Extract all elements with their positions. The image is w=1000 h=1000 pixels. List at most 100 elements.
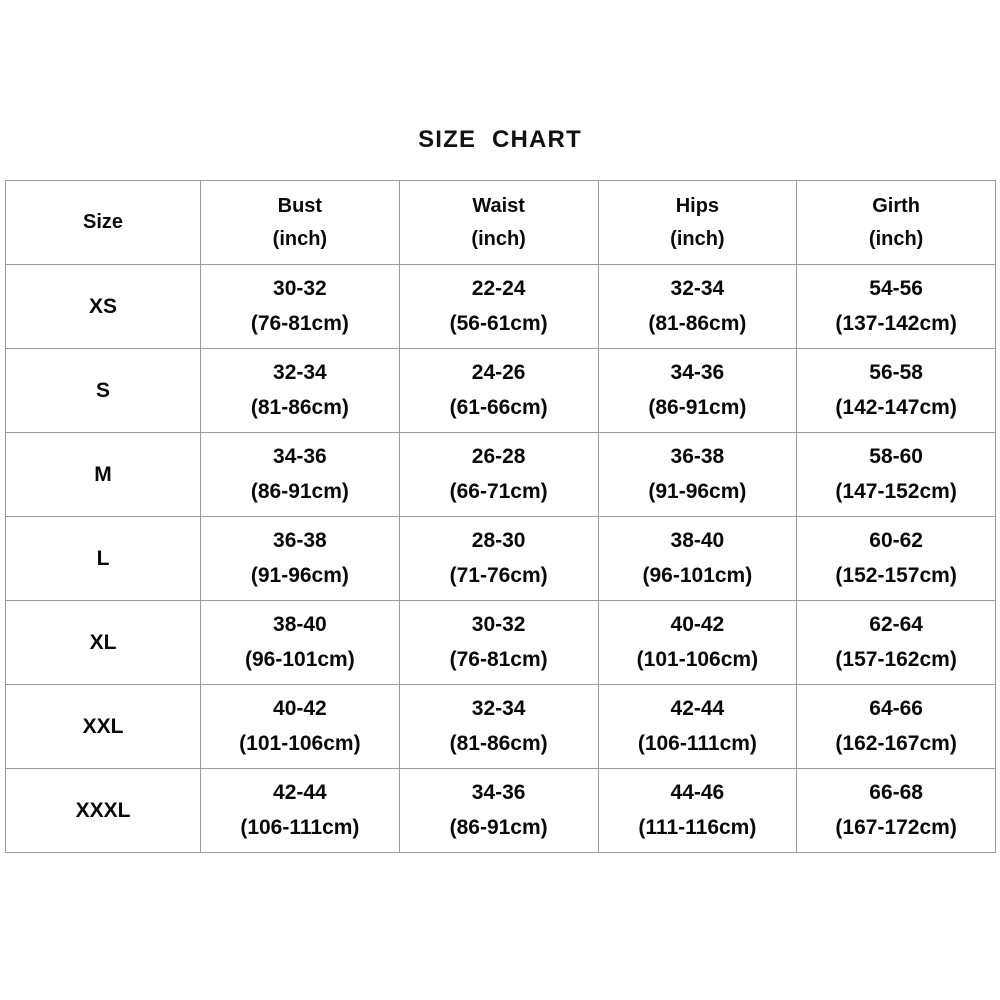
table-header-row: Size Bust (inch) Waist (inch) Hips (inch…	[5, 180, 996, 265]
cell-hips-cm: (91-96cm)	[648, 479, 747, 503]
cell-waist: 26-28 (66-71cm)	[398, 432, 599, 517]
table-row: XS 30-32 (76-81cm) 22-24 (56-61cm) 32-34…	[5, 264, 996, 349]
cell-bust-cm: (106-111cm)	[240, 815, 360, 839]
cell-hips-cm: (111-116cm)	[638, 815, 757, 839]
cell-girth-cm: (147-152cm)	[835, 479, 957, 503]
cell-waist: 28-30 (71-76cm)	[398, 516, 599, 601]
column-header-girth-label: Girth	[872, 195, 921, 218]
cell-size: XXXL	[5, 768, 201, 853]
column-header-bust: Bust (inch)	[200, 180, 400, 265]
cell-girth-inch: 62-64	[869, 613, 923, 637]
cell-hips-inch: 40-42	[670, 613, 725, 637]
cell-waist-cm: (56-61cm)	[449, 311, 548, 335]
cell-bust: 34-36 (86-91cm)	[200, 432, 400, 517]
cell-waist-cm: (61-66cm)	[449, 395, 548, 419]
cell-size: XL	[5, 600, 201, 685]
cell-waist-inch: 34-36	[471, 781, 526, 805]
cell-bust-cm: (81-86cm)	[250, 395, 349, 419]
cell-girth-cm: (152-157cm)	[835, 563, 957, 587]
cell-hips-cm: (86-91cm)	[648, 395, 747, 419]
cell-bust: 40-42 (101-106cm)	[200, 684, 400, 769]
cell-size: L	[5, 516, 201, 601]
cell-bust-inch: 30-32	[273, 277, 327, 301]
cell-bust-cm: (91-96cm)	[250, 563, 349, 587]
cell-waist-cm: (86-91cm)	[449, 815, 548, 839]
cell-bust-cm: (96-101cm)	[245, 647, 355, 671]
cell-girth: 62-64 (157-162cm)	[796, 600, 996, 685]
cell-hips-inch: 34-36	[670, 361, 725, 385]
column-header-waist: Waist (inch)	[398, 180, 599, 265]
column-header-hips-unit: (inch)	[670, 227, 725, 250]
cell-bust-inch: 32-34	[273, 361, 327, 385]
cell-size: M	[5, 432, 201, 517]
page-title: SIZE CHART	[418, 126, 582, 153]
cell-bust: 42-44 (106-111cm)	[200, 768, 400, 853]
cell-hips-inch: 32-34	[670, 277, 725, 301]
cell-size: XS	[5, 264, 201, 349]
column-header-size: Size	[5, 180, 201, 265]
cell-hips-cm: (101-106cm)	[636, 647, 759, 671]
cell-bust-inch: 40-42	[273, 697, 327, 721]
cell-waist-cm: (71-76cm)	[449, 563, 548, 587]
cell-girth: 66-68 (167-172cm)	[796, 768, 996, 853]
cell-girth: 64-66 (162-167cm)	[796, 684, 996, 769]
cell-girth-cm: (162-167cm)	[835, 731, 957, 755]
cell-girth-inch: 60-62	[869, 529, 923, 553]
cell-bust-inch: 34-36	[273, 445, 327, 469]
cell-bust-cm: (76-81cm)	[250, 311, 349, 335]
cell-waist-cm: (76-81cm)	[449, 647, 548, 671]
cell-girth: 60-62 (152-157cm)	[796, 516, 996, 601]
cell-girth-inch: 54-56	[869, 277, 923, 301]
cell-size: XXL	[5, 684, 201, 769]
column-header-girth-unit: (inch)	[868, 227, 924, 250]
cell-girth: 54-56 (137-142cm)	[796, 264, 996, 349]
cell-girth-cm: (167-172cm)	[835, 815, 957, 839]
cell-waist-inch: 30-32	[471, 613, 526, 637]
cell-hips: 32-34 (81-86cm)	[597, 264, 798, 349]
cell-waist-inch: 22-24	[471, 277, 526, 301]
cell-bust-cm: (86-91cm)	[250, 479, 349, 503]
cell-waist-inch: 32-34	[471, 697, 526, 721]
table-row: L 36-38 (91-96cm) 28-30 (71-76cm) 38-40 …	[5, 516, 996, 601]
cell-hips-inch: 38-40	[670, 529, 725, 553]
cell-waist: 30-32 (76-81cm)	[398, 600, 599, 685]
cell-girth-inch: 58-60	[869, 445, 923, 469]
cell-waist: 24-26 (61-66cm)	[398, 348, 599, 433]
table-row: XL 38-40 (96-101cm) 30-32 (76-81cm) 40-4…	[5, 600, 996, 685]
column-header-waist-unit: (inch)	[471, 227, 526, 250]
cell-hips: 36-38 (91-96cm)	[597, 432, 798, 517]
cell-girth-cm: (142-147cm)	[835, 395, 957, 419]
cell-waist: 34-36 (86-91cm)	[398, 768, 599, 853]
cell-waist-inch: 28-30	[471, 529, 526, 553]
column-header-hips-label: Hips	[675, 195, 720, 218]
cell-hips: 42-44 (106-111cm)	[597, 684, 798, 769]
table-row: M 34-36 (86-91cm) 26-28 (66-71cm) 36-38 …	[5, 432, 996, 517]
cell-hips-cm: (96-101cm)	[642, 563, 753, 587]
cell-waist-inch: 26-28	[471, 445, 526, 469]
cell-bust: 38-40 (96-101cm)	[200, 600, 400, 685]
cell-hips: 40-42 (101-106cm)	[597, 600, 798, 685]
cell-girth: 58-60 (147-152cm)	[796, 432, 996, 517]
cell-hips-cm: (81-86cm)	[648, 311, 747, 335]
cell-girth-cm: (137-142cm)	[835, 311, 957, 335]
cell-hips: 34-36 (86-91cm)	[597, 348, 798, 433]
cell-bust: 36-38 (91-96cm)	[200, 516, 400, 601]
cell-girth-inch: 66-68	[869, 781, 923, 805]
column-header-waist-label: Waist	[472, 195, 525, 218]
cell-girth: 56-58 (142-147cm)	[796, 348, 996, 433]
cell-hips-inch: 42-44	[670, 697, 725, 721]
column-header-girth: Girth (inch)	[796, 180, 996, 265]
cell-waist: 22-24 (56-61cm)	[398, 264, 599, 349]
cell-waist-inch: 24-26	[471, 361, 526, 385]
cell-bust-inch: 36-38	[273, 529, 327, 553]
cell-girth-inch: 64-66	[869, 697, 923, 721]
column-header-bust-label: Bust	[277, 195, 323, 218]
size-chart-table: Size Bust (inch) Waist (inch) Hips (inch…	[5, 180, 996, 853]
cell-bust: 30-32 (76-81cm)	[200, 264, 400, 349]
cell-hips: 38-40 (96-101cm)	[597, 516, 798, 601]
table-row: XXL 40-42 (101-106cm) 32-34 (81-86cm) 42…	[5, 684, 996, 769]
cell-bust-cm: (101-106cm)	[239, 731, 361, 755]
cell-hips-inch: 36-38	[670, 445, 725, 469]
cell-size: S	[5, 348, 201, 433]
